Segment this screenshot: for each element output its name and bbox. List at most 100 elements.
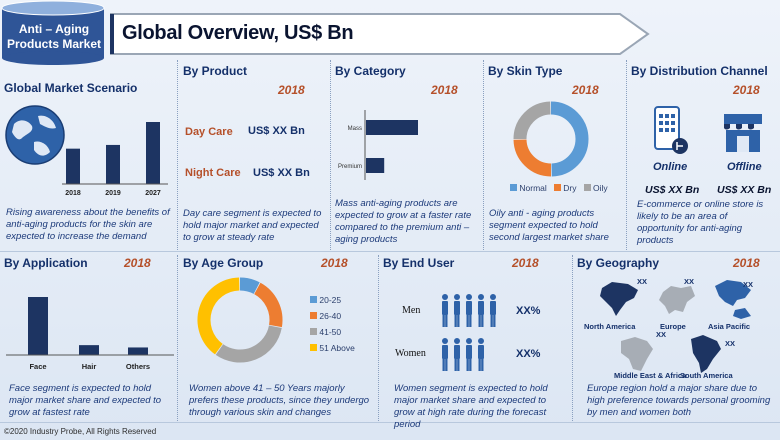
geo-region-value: XX <box>743 280 754 289</box>
geo-region-label: Middle East & Africa <box>614 371 687 380</box>
enduser-men-label: Men <box>402 305 421 316</box>
mobile-phone-icon <box>654 106 688 154</box>
men-figures-icon <box>442 294 496 327</box>
age-year: 2018 <box>321 256 348 270</box>
application-tick-label: Face <box>29 362 46 371</box>
distribution-offline-value: US$ XX Bn <box>717 184 772 196</box>
application-tick-label: Others <box>126 362 150 371</box>
scenario-title: Global Market Scenario <box>4 81 138 95</box>
divider <box>0 422 780 424</box>
middle-east-africa-map-icon <box>621 337 653 371</box>
scenario-bar-2019 <box>106 144 120 184</box>
application-year: 2018 <box>124 256 151 270</box>
divider <box>626 60 628 250</box>
application-tick-label: Hair <box>82 362 97 371</box>
north-america-map-icon <box>600 282 638 316</box>
geo-region-value: XX <box>725 339 736 348</box>
category-title: By Category <box>335 64 406 78</box>
legend-swatch-dry <box>553 184 561 191</box>
application-title: By Application <box>4 256 88 270</box>
category-tick-label: Premium <box>338 164 362 170</box>
category-bar-mass <box>366 120 418 135</box>
skin-donut-chart <box>513 101 589 177</box>
geo-region-value: XX <box>684 277 695 286</box>
product-day-care-label: Day Care <box>185 126 233 138</box>
globe-icon <box>5 105 65 165</box>
legend-label-dry: Dry <box>563 183 577 193</box>
age-donut-slice-20-25 <box>239 277 260 295</box>
legend-swatch <box>310 344 317 351</box>
geo-region-label: South America <box>680 371 733 380</box>
application-bar-face <box>28 297 48 355</box>
legend-swatch-oily <box>583 184 591 191</box>
skin-legend: Normal Dry Oily <box>510 183 608 193</box>
south-america-map-icon <box>691 335 721 373</box>
enduser-description: Women segment is expected to hold major … <box>394 383 548 430</box>
legend-item: 51 Above <box>310 340 355 356</box>
age-donut-chart <box>197 277 283 363</box>
legend-swatch-normal <box>510 184 517 191</box>
legend-swatch <box>310 312 317 319</box>
age-donut-slice-41-50 <box>215 325 282 363</box>
header-banner <box>110 13 650 55</box>
store-icon <box>724 114 762 152</box>
divider <box>177 60 179 250</box>
legend-label-normal: Normal <box>519 183 547 193</box>
divider <box>572 255 574 421</box>
geo-region-label: Asia Pacific <box>708 322 751 331</box>
europe-map-icon <box>659 286 695 314</box>
enduser-title: By End User <box>383 256 455 270</box>
enduser-women-value: XX% <box>516 348 541 360</box>
distribution-year: 2018 <box>733 83 760 97</box>
enduser-year: 2018 <box>512 256 539 270</box>
product-description: Day care segment is expected to hold maj… <box>183 208 322 243</box>
scenario-bar-2027 <box>146 122 160 184</box>
scenario-chart: 2018 2019 2027 <box>62 122 168 197</box>
divider <box>378 255 380 421</box>
divider <box>177 255 179 421</box>
distribution-online-label: Online <box>653 161 688 173</box>
age-title: By Age Group <box>183 256 264 270</box>
divider <box>483 60 485 250</box>
divider <box>0 251 780 253</box>
distribution-description: E-commerce or online store is likely to … <box>637 199 764 246</box>
geography-description: Europe region hold a major share due to … <box>587 383 771 418</box>
application-chart: Face Hair Others <box>6 297 174 371</box>
application-description: Face segment is expected to hold major m… <box>9 383 162 418</box>
geography-year: 2018 <box>733 256 760 270</box>
legend-swatch <box>310 296 317 303</box>
category-bar-premium <box>366 158 385 173</box>
category-chart: Mass Premium <box>338 110 418 180</box>
category-description: Mass anti-aging products are expected to… <box>335 198 472 245</box>
age-donut-slice-26-40 <box>253 282 283 328</box>
page-title: Global Overview, US$ Bn <box>122 22 354 44</box>
geo-region-value: XX <box>637 277 648 286</box>
legend-label: 26-40 <box>319 311 342 321</box>
enduser-men-value: XX% <box>516 305 541 317</box>
skin-donut-slice-oily <box>513 101 551 140</box>
skin-donut-slice-normal <box>550 101 589 177</box>
skin-year: 2018 <box>572 83 599 97</box>
asia-pacific-map-icon <box>715 280 751 319</box>
legend-item: 20-25 <box>310 292 355 308</box>
geography-title: By Geography <box>577 256 660 270</box>
age-donut-slice-51-above <box>197 277 240 355</box>
product-day-care-value: US$ XX Bn <box>248 125 305 137</box>
product-night-care-label: Night Care <box>185 167 241 179</box>
divider <box>330 60 332 250</box>
skin-donut-slice-dry <box>513 139 552 177</box>
application-bar-hair <box>79 345 99 355</box>
legend-label: 20-25 <box>319 295 342 305</box>
scenario-tick-label: 2019 <box>105 190 121 197</box>
scenario-bar-2018 <box>66 148 80 184</box>
legend-swatch <box>310 328 317 335</box>
category-tick-label: Mass <box>348 126 362 132</box>
legend-label: 51 Above <box>319 343 355 353</box>
legend-item: 26-40 <box>310 308 355 324</box>
header-badge-cylinder <box>1 0 105 65</box>
distribution-offline-label: Offline <box>727 161 762 173</box>
distribution-title: By Distribution Channel <box>631 64 768 78</box>
women-figures-icon <box>442 338 484 371</box>
enduser-women-label: Women <box>395 348 426 359</box>
scenario-tick-label: 2027 <box>145 190 161 197</box>
